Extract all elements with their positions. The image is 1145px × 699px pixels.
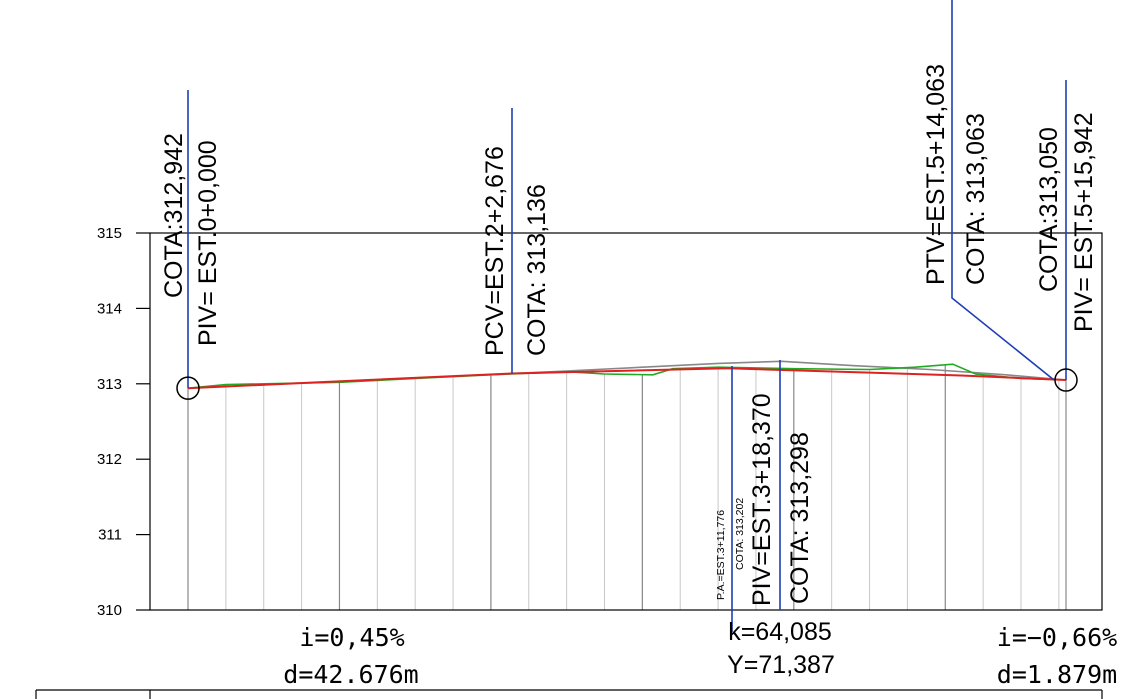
marker-2-station-label: PIV=EST.3+18,370	[748, 393, 776, 606]
low-point-station-label: P.A.=EST.3+11,776	[715, 510, 727, 600]
y-axis: 315 314 313 312 311 310	[97, 225, 150, 619]
marker-3-station-label: PTV=EST.5+14,063	[922, 64, 950, 285]
curve-y-value: Y=71,387	[727, 651, 835, 679]
segment-2-distance: d=1.879m	[997, 660, 1117, 689]
marker-1-station-label: PCV=EST.2+2,676	[481, 146, 509, 356]
y-tick-label: 314	[97, 300, 122, 317]
segment-1-distance: d=42.676m	[283, 660, 418, 689]
profile-lines	[187, 360, 1067, 390]
y-tick-label: 313	[97, 376, 122, 393]
profile-table-top	[35, 689, 1103, 699]
plot-frame	[149, 232, 1103, 611]
y-tick-label: 312	[97, 451, 122, 468]
profile-series-line	[187, 367, 1067, 390]
low-point-cota-label: COTA: 313,202	[734, 498, 746, 570]
marker-4-cota-label: COTA:313,050	[1035, 127, 1063, 292]
segment-2-slope: i=−0,66%	[997, 623, 1117, 652]
y-tick-label: 315	[97, 225, 122, 242]
station-grid	[187, 364, 1067, 610]
marker-0-circle	[176, 376, 200, 400]
marker-3-leader	[951, 0, 1055, 381]
pi-markers	[176, 0, 1078, 632]
marker-1-cota-label: COTA: 313,136	[523, 184, 551, 356]
marker-0-station-label: PIV= EST.0+0,000	[194, 140, 222, 346]
curve-k-value: k=64,085	[728, 618, 832, 646]
marker-3-cota-label: COTA: 313,063	[962, 113, 990, 285]
y-tick-label: 310	[97, 602, 122, 619]
segment-1-slope: i=0,45%	[299, 623, 404, 652]
y-tick-label: 311	[98, 527, 122, 544]
marker-0-cota-label: COTA:312,942	[160, 133, 188, 298]
marker-2-cota-label: COTA: 313,298	[786, 432, 814, 604]
marker-4-station-label: PIV= EST.5+15,942	[1070, 112, 1098, 332]
profile-series-line	[511, 360, 1067, 381]
marker-4-circle	[1054, 368, 1078, 392]
